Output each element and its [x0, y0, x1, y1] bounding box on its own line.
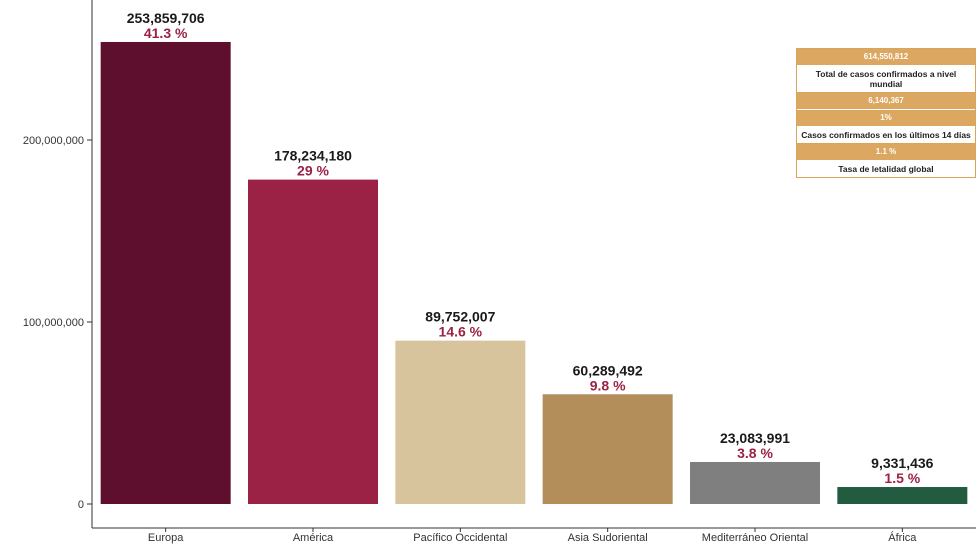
y-tick-label: 100,000,000: [23, 317, 84, 329]
bar-percent-label: 29 %: [297, 163, 329, 179]
y-tick-label: 200,000,000: [23, 135, 84, 147]
x-tick-label: América: [293, 532, 334, 544]
bar-value-label: 9,331,436: [871, 455, 933, 471]
y-tick-label: 0: [78, 499, 84, 511]
bar: [395, 340, 526, 504]
bar-percent-label: 41.3 %: [144, 25, 188, 41]
recent-cases-label: Casos confirmados en los últimos 14 días: [797, 127, 975, 144]
bar-value-label: 178,234,180: [274, 148, 352, 164]
bar-value-label: 60,289,492: [573, 362, 643, 378]
bar-value-label: 89,752,007: [425, 309, 495, 325]
x-tick-label: Mediterráneo Oriental: [702, 532, 808, 544]
lethality-value: 1.1 %: [797, 144, 975, 161]
bar: [837, 487, 968, 504]
bar: [690, 461, 820, 504]
bar-percent-label: 1.5 %: [884, 470, 920, 486]
x-tick-label: África: [888, 531, 917, 544]
bar-value-label: 253,859,706: [127, 10, 205, 26]
x-tick-label: Europa: [148, 532, 184, 544]
bar-value-label: 23,083,991: [720, 430, 790, 446]
total-cases-value: 614,550,812: [797, 49, 975, 66]
bar: [100, 41, 231, 504]
lethality-label: Tasa de letalidad global: [797, 161, 975, 177]
bar-percent-label: 9.8 %: [590, 377, 626, 393]
x-tick-label: Pacífico Occidental: [413, 532, 507, 544]
x-tick-label: Asia Sudoriental: [568, 532, 648, 544]
recent-cases-value: 6,140,367: [797, 93, 975, 110]
summary-box: 614,550,812 Total de casos confirmados a…: [796, 48, 976, 178]
recent-cases-percent: 1%: [797, 110, 975, 127]
bar: [248, 179, 378, 505]
bar-percent-label: 3.8 %: [737, 445, 773, 461]
total-cases-label: Total de casos confirmados a nivel mundi…: [797, 66, 975, 93]
bar: [542, 394, 673, 504]
bar-percent-label: 14.6 %: [439, 324, 483, 340]
